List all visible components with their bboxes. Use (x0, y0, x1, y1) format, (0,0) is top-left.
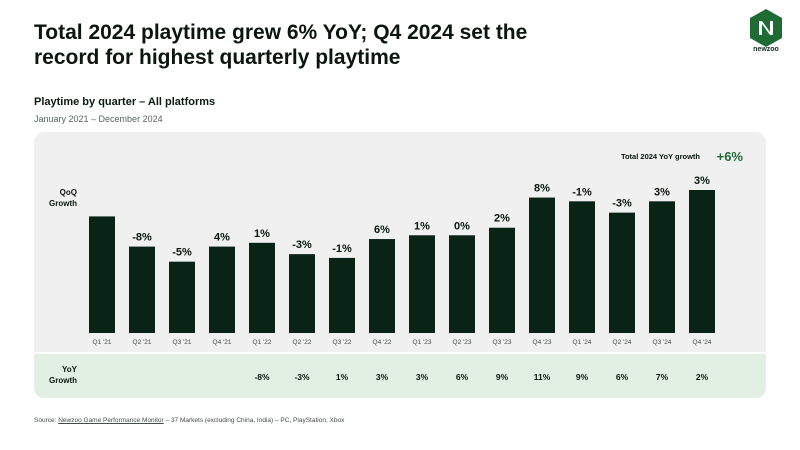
yoy-growth-label: 9% (496, 372, 509, 382)
bar (169, 261, 195, 333)
qoq-growth-label: 0% (454, 220, 470, 232)
qoq-growth-label: -8% (132, 232, 152, 244)
yoy-growth-label: 2% (696, 372, 709, 382)
bar (689, 190, 715, 333)
x-tick-label: Q3 '23 (493, 339, 512, 346)
yoy-growth-label: -8% (254, 372, 270, 382)
x-tick-label: Q3 '24 (653, 339, 672, 346)
bar (289, 254, 315, 333)
source-note: Source: Newzoo Game Performance Monitor … (34, 417, 344, 424)
yoy-growth-label: 1% (336, 372, 349, 382)
x-tick-label: Q4 '22 (373, 339, 392, 346)
yoy-growth-label: 6% (456, 372, 469, 382)
qoq-growth-label: -1% (332, 243, 352, 255)
qoq-growth-label: 2% (494, 213, 510, 225)
qoq-growth-label: 4% (214, 232, 230, 244)
x-tick-label: Q2 '21 (133, 339, 152, 346)
qoq-growth-label: -1% (572, 186, 592, 198)
bar (449, 235, 475, 333)
newzoo-logo-icon (750, 9, 782, 47)
qoq-growth-label: 1% (254, 228, 270, 240)
qoq-growth-label: 1% (414, 220, 430, 232)
chart-title: Playtime by quarter – All platforms (34, 96, 216, 108)
x-tick-label: Q1 '22 (253, 339, 272, 346)
source-link[interactable]: Newzoo Game Performance Monitor (58, 417, 164, 424)
source-rest: – 37 Markets (excluding China, India) – … (163, 417, 345, 424)
x-tick-label: Q1 '23 (413, 339, 432, 346)
total-growth-value: +6% (717, 149, 744, 164)
qoq-growth-label: 3% (694, 175, 710, 187)
qoq-growth-label: -5% (172, 247, 192, 259)
bar (529, 197, 555, 333)
x-tick-label: Q4 '23 (533, 339, 552, 346)
bar (329, 257, 355, 333)
x-tick-label: Q1 '21 (93, 339, 112, 346)
qoq-growth-label: 6% (374, 224, 390, 236)
x-tick-label: Q2 '22 (293, 339, 312, 346)
x-tick-label: Q4 '24 (693, 339, 712, 346)
yoy-growth-label: -3% (294, 372, 310, 382)
bar (209, 246, 235, 333)
x-tick-label: Q1 '24 (573, 339, 592, 346)
headline: Total 2024 playtime grew 6% YoY; Q4 2024… (34, 21, 528, 69)
brand-name: newzoo (753, 46, 779, 53)
bar (489, 227, 515, 333)
bar (89, 216, 115, 333)
bar (129, 246, 155, 333)
yoy-growth-label: 11% (534, 372, 551, 382)
yoy-growth-label: 7% (656, 372, 669, 382)
yoy-row-label: YoY Growth (49, 365, 78, 385)
yoy-growth-label: 6% (616, 372, 629, 382)
chart-panel (34, 132, 766, 352)
yoy-growth-label: 9% (576, 372, 589, 382)
bar (409, 235, 435, 333)
x-tick-label: Q3 '21 (173, 339, 192, 346)
yoy-growth-label: 3% (376, 372, 389, 382)
x-tick-label: Q4 '21 (213, 339, 232, 346)
yoy-growth-label: 3% (416, 372, 429, 382)
total-growth-label: Total 2024 YoY growth (621, 152, 700, 161)
bar (649, 201, 675, 333)
x-tick-label: Q2 '24 (613, 339, 632, 346)
bar (249, 242, 275, 333)
bar (369, 239, 395, 333)
chart-subtitle: January 2021 – December 2024 (34, 114, 163, 124)
qoq-row-label: QoQ Growth (49, 188, 77, 208)
x-tick-label: Q3 '22 (333, 339, 352, 346)
bar (569, 201, 595, 333)
qoq-growth-label: -3% (292, 239, 312, 251)
bar (609, 212, 635, 333)
qoq-growth-label: 3% (654, 186, 670, 198)
yoy-growth-band (34, 354, 766, 398)
qoq-growth-label: 8% (534, 183, 550, 195)
source-prefix: Source: (34, 417, 59, 424)
x-tick-label: Q2 '23 (453, 339, 472, 346)
qoq-growth-label: -3% (612, 198, 632, 210)
